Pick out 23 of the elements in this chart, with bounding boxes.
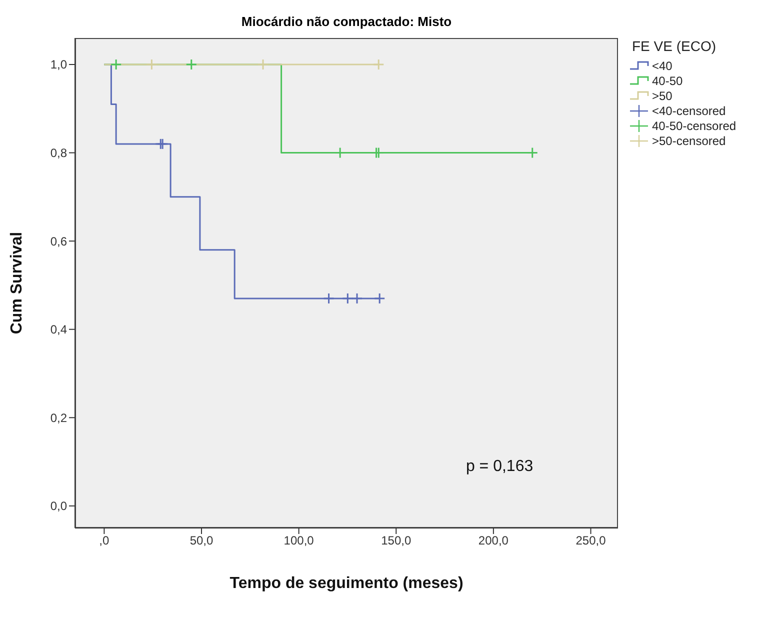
annotation: p = 0,163 (466, 458, 534, 476)
y-tick-label: 0,0 (50, 499, 68, 514)
chart-title: Miocárdio não compactado: Misto (240, 14, 453, 29)
x-tick-label: 200,0 (478, 534, 509, 548)
y-axis-title: Cum Survival (8, 232, 26, 334)
y-tick-label: 0,2 (50, 410, 68, 425)
y-tick-label: 0,4 (50, 322, 68, 337)
x-axis-title: Tempo de seguimento (meses) (230, 575, 464, 592)
y-tick-label: 0,8 (50, 146, 68, 160)
x-tick-label: ,0 (99, 534, 110, 548)
legend-label: >50 (652, 88, 672, 102)
x-tick-label: 250,0 (576, 534, 606, 548)
legend-label: 40-50 (652, 74, 683, 88)
y-tick-label: 0,6 (50, 234, 68, 248)
legend-label: 40-50-censored (652, 118, 736, 132)
legend-label: <40 (652, 58, 672, 72)
x-tick-label: 100,0 (284, 534, 314, 548)
y-tick-label: 1,0 (50, 58, 68, 72)
legend-title: FE VE (ECO) (632, 38, 718, 54)
x-tick-label: 150,0 (381, 534, 412, 548)
x-tick-label: 50,0 (190, 534, 214, 548)
legend-label: <40-censored (652, 104, 726, 118)
legend-label: >50-censored (652, 134, 726, 148)
